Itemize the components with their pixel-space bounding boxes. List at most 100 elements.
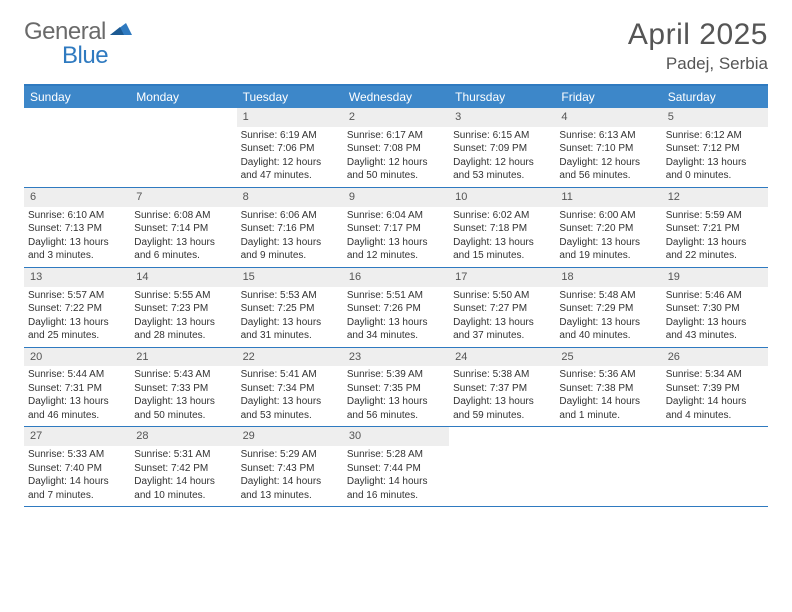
dow-friday: Friday — [555, 86, 661, 108]
day-cell: 2Sunrise: 6:17 AMSunset: 7:08 PMDaylight… — [343, 108, 449, 187]
daylight-line1: Daylight: 13 hours — [28, 236, 126, 250]
sunset-text: Sunset: 7:23 PM — [134, 302, 232, 316]
day-body: Sunrise: 5:28 AMSunset: 7:44 PMDaylight:… — [343, 446, 449, 506]
day-number: 18 — [555, 268, 661, 287]
sunset-text: Sunset: 7:37 PM — [453, 382, 551, 396]
daylight-line1: Daylight: 13 hours — [347, 316, 445, 330]
day-number: 22 — [237, 348, 343, 367]
daylight-line1: Daylight: 12 hours — [559, 156, 657, 170]
day-number: 23 — [343, 348, 449, 367]
daylight-line2: and 15 minutes. — [453, 249, 551, 263]
empty-cell — [555, 427, 661, 506]
sunset-text: Sunset: 7:10 PM — [559, 142, 657, 156]
day-cell: 26Sunrise: 5:34 AMSunset: 7:39 PMDayligh… — [662, 348, 768, 427]
daylight-line2: and 34 minutes. — [347, 329, 445, 343]
dow-tuesday: Tuesday — [237, 86, 343, 108]
daylight-line2: and 13 minutes. — [241, 489, 339, 503]
logo: General Blue — [24, 18, 132, 46]
sunrise-text: Sunrise: 6:08 AM — [134, 209, 232, 223]
logo-text-blue: Blue — [62, 42, 108, 70]
empty-cell — [449, 427, 555, 506]
daylight-line2: and 12 minutes. — [347, 249, 445, 263]
day-number: 25 — [555, 348, 661, 367]
daylight-line1: Daylight: 12 hours — [347, 156, 445, 170]
sunset-text: Sunset: 7:30 PM — [666, 302, 764, 316]
page: General Blue April 2025 Padej, Serbia Su… — [0, 0, 792, 525]
sunset-text: Sunset: 7:38 PM — [559, 382, 657, 396]
daylight-line2: and 19 minutes. — [559, 249, 657, 263]
day-number: 29 — [237, 427, 343, 446]
sunrise-text: Sunrise: 6:15 AM — [453, 129, 551, 143]
daylight-line2: and 4 minutes. — [666, 409, 764, 423]
daylight-line2: and 7 minutes. — [28, 489, 126, 503]
sunrise-text: Sunrise: 5:33 AM — [28, 448, 126, 462]
sunset-text: Sunset: 7:34 PM — [241, 382, 339, 396]
day-cell: 1Sunrise: 6:19 AMSunset: 7:06 PMDaylight… — [237, 108, 343, 187]
sunset-text: Sunset: 7:06 PM — [241, 142, 339, 156]
sunset-text: Sunset: 7:17 PM — [347, 222, 445, 236]
day-number: 7 — [130, 188, 236, 207]
day-number: 4 — [555, 108, 661, 127]
sunrise-text: Sunrise: 5:39 AM — [347, 368, 445, 382]
day-cell: 25Sunrise: 5:36 AMSunset: 7:38 PMDayligh… — [555, 348, 661, 427]
week-row: 13Sunrise: 5:57 AMSunset: 7:22 PMDayligh… — [24, 268, 768, 348]
daylight-line2: and 43 minutes. — [666, 329, 764, 343]
sunrise-text: Sunrise: 6:06 AM — [241, 209, 339, 223]
daylight-line1: Daylight: 13 hours — [28, 395, 126, 409]
daylight-line1: Daylight: 13 hours — [347, 395, 445, 409]
day-cell: 21Sunrise: 5:43 AMSunset: 7:33 PMDayligh… — [130, 348, 236, 427]
day-body: Sunrise: 5:39 AMSunset: 7:35 PMDaylight:… — [343, 366, 449, 426]
sunrise-text: Sunrise: 6:02 AM — [453, 209, 551, 223]
day-body: Sunrise: 5:41 AMSunset: 7:34 PMDaylight:… — [237, 366, 343, 426]
day-cell: 12Sunrise: 5:59 AMSunset: 7:21 PMDayligh… — [662, 188, 768, 267]
sunrise-text: Sunrise: 5:44 AM — [28, 368, 126, 382]
sunset-text: Sunset: 7:08 PM — [347, 142, 445, 156]
day-number: 17 — [449, 268, 555, 287]
day-body: Sunrise: 5:46 AMSunset: 7:30 PMDaylight:… — [662, 287, 768, 347]
daylight-line2: and 3 minutes. — [28, 249, 126, 263]
day-number: 12 — [662, 188, 768, 207]
week-row: 20Sunrise: 5:44 AMSunset: 7:31 PMDayligh… — [24, 348, 768, 428]
daylight-line2: and 59 minutes. — [453, 409, 551, 423]
day-body: Sunrise: 5:33 AMSunset: 7:40 PMDaylight:… — [24, 446, 130, 506]
daylight-line2: and 6 minutes. — [134, 249, 232, 263]
daylight-line1: Daylight: 14 hours — [28, 475, 126, 489]
day-body: Sunrise: 5:44 AMSunset: 7:31 PMDaylight:… — [24, 366, 130, 426]
day-cell: 13Sunrise: 5:57 AMSunset: 7:22 PMDayligh… — [24, 268, 130, 347]
sunrise-text: Sunrise: 5:41 AM — [241, 368, 339, 382]
day-of-week-row: Sunday Monday Tuesday Wednesday Thursday… — [24, 86, 768, 108]
sunset-text: Sunset: 7:43 PM — [241, 462, 339, 476]
daylight-line1: Daylight: 13 hours — [453, 316, 551, 330]
day-number: 9 — [343, 188, 449, 207]
sunset-text: Sunset: 7:31 PM — [28, 382, 126, 396]
daylight-line2: and 56 minutes. — [347, 409, 445, 423]
sunrise-text: Sunrise: 5:29 AM — [241, 448, 339, 462]
sunset-text: Sunset: 7:25 PM — [241, 302, 339, 316]
sunrise-text: Sunrise: 5:43 AM — [134, 368, 232, 382]
daylight-line1: Daylight: 13 hours — [241, 236, 339, 250]
sunset-text: Sunset: 7:22 PM — [28, 302, 126, 316]
day-cell: 7Sunrise: 6:08 AMSunset: 7:14 PMDaylight… — [130, 188, 236, 267]
day-body: Sunrise: 5:43 AMSunset: 7:33 PMDaylight:… — [130, 366, 236, 426]
daylight-line1: Daylight: 13 hours — [666, 156, 764, 170]
daylight-line1: Daylight: 14 hours — [347, 475, 445, 489]
sunrise-text: Sunrise: 5:28 AM — [347, 448, 445, 462]
daylight-line1: Daylight: 13 hours — [134, 395, 232, 409]
sunset-text: Sunset: 7:35 PM — [347, 382, 445, 396]
empty-cell — [130, 108, 236, 187]
daylight-line1: Daylight: 12 hours — [241, 156, 339, 170]
day-body: Sunrise: 5:34 AMSunset: 7:39 PMDaylight:… — [662, 366, 768, 426]
day-cell: 22Sunrise: 5:41 AMSunset: 7:34 PMDayligh… — [237, 348, 343, 427]
day-cell: 28Sunrise: 5:31 AMSunset: 7:42 PMDayligh… — [130, 427, 236, 506]
daylight-line2: and 22 minutes. — [666, 249, 764, 263]
sunrise-text: Sunrise: 5:59 AM — [666, 209, 764, 223]
sunset-text: Sunset: 7:18 PM — [453, 222, 551, 236]
daylight-line1: Daylight: 13 hours — [559, 316, 657, 330]
sunrise-text: Sunrise: 6:04 AM — [347, 209, 445, 223]
day-number: 27 — [24, 427, 130, 446]
day-number: 3 — [449, 108, 555, 127]
sunrise-text: Sunrise: 5:55 AM — [134, 289, 232, 303]
day-cell: 17Sunrise: 5:50 AMSunset: 7:27 PMDayligh… — [449, 268, 555, 347]
sunrise-text: Sunrise: 6:13 AM — [559, 129, 657, 143]
sunrise-text: Sunrise: 5:34 AM — [666, 368, 764, 382]
